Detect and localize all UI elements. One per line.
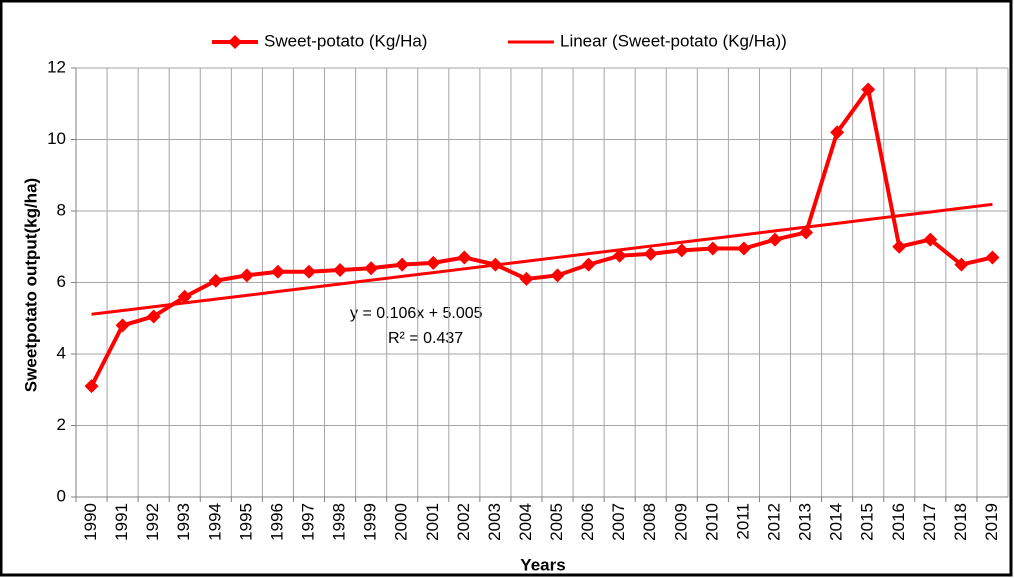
x-tick-label: 1999 (361, 503, 380, 541)
marker (954, 257, 969, 272)
x-tick-label: 1992 (143, 503, 162, 541)
marker (115, 318, 130, 333)
x-tick-label: 2004 (516, 503, 535, 541)
y-tick-label: 2 (57, 415, 66, 434)
marker (177, 289, 192, 304)
marker (239, 268, 254, 283)
marker (923, 232, 938, 247)
x-tick-label: 2019 (982, 503, 1001, 541)
marker (736, 241, 751, 256)
x-tick-label: 2014 (827, 503, 846, 541)
marker (861, 82, 876, 97)
marker (519, 271, 534, 286)
x-tick-label: 2009 (671, 503, 690, 541)
marker (768, 232, 782, 247)
marker (985, 250, 1000, 265)
x-tick-label: 1998 (330, 503, 349, 541)
marker (228, 35, 242, 49)
x-tick-label: 1991 (112, 503, 131, 541)
marker (270, 264, 285, 279)
marker (426, 255, 441, 270)
marker (830, 125, 845, 140)
x-tick-label: 2011 (733, 503, 752, 540)
x-tick-label: 2001 (423, 503, 442, 541)
y-tick-label: 12 (47, 57, 66, 76)
y-axis-label: Sweetpotato output(kg/ha) (21, 178, 40, 392)
x-tick-label: 2003 (485, 503, 504, 541)
x-tick-label: 2017 (920, 503, 939, 541)
marker (146, 309, 161, 324)
y-tick-label: 0 (57, 486, 66, 505)
legend-label: Linear (Sweet-potato (Kg/Ha)) (560, 31, 787, 50)
x-tick-label: 1994 (205, 503, 224, 541)
x-tick-label: 2006 (578, 503, 597, 541)
trend-line (91, 202, 993, 316)
marker (457, 250, 472, 265)
trend-r-squared: R² = 0.437 (388, 330, 463, 347)
marker (395, 257, 410, 272)
marker (208, 273, 223, 288)
y-tick-label: 4 (57, 343, 66, 362)
legend-label: Sweet-potato (Kg/Ha) (264, 31, 427, 50)
marker (705, 241, 720, 256)
x-tick-label: 2016 (889, 503, 908, 541)
marker (892, 239, 907, 254)
x-axis-label: Years (520, 555, 565, 574)
y-tick-label: 10 (47, 129, 66, 148)
x-tick-label: 2008 (640, 503, 659, 541)
y-tick-label: 6 (57, 272, 66, 291)
x-tick-label: 2000 (392, 503, 411, 541)
x-tick-label: 1993 (174, 503, 193, 541)
y-tick-label: 8 (57, 200, 66, 219)
trend-equation: y = 0.106x + 5.005 (350, 305, 483, 322)
x-tick-label: 1990 (81, 503, 100, 541)
marker (333, 262, 348, 277)
x-tick-label: 2018 (951, 503, 970, 541)
x-tick-label: 2013 (796, 503, 815, 541)
x-tick-label: 2005 (547, 503, 566, 541)
x-tick-label: 2007 (609, 503, 628, 541)
marker (84, 379, 99, 394)
marker (643, 246, 658, 261)
x-tick-label: 2002 (454, 503, 473, 541)
x-tick-label: 1996 (267, 503, 286, 541)
x-tick-label: 2015 (858, 503, 877, 541)
marker (364, 261, 379, 276)
marker (302, 264, 316, 279)
marker (581, 257, 596, 272)
x-tick-label: 1995 (236, 503, 255, 541)
x-tick-label: 2012 (764, 503, 783, 541)
marker (674, 243, 689, 258)
x-tick-label: 2010 (702, 503, 721, 541)
x-tick-label: 1997 (298, 503, 317, 541)
marker (550, 268, 565, 283)
marker (612, 248, 627, 263)
